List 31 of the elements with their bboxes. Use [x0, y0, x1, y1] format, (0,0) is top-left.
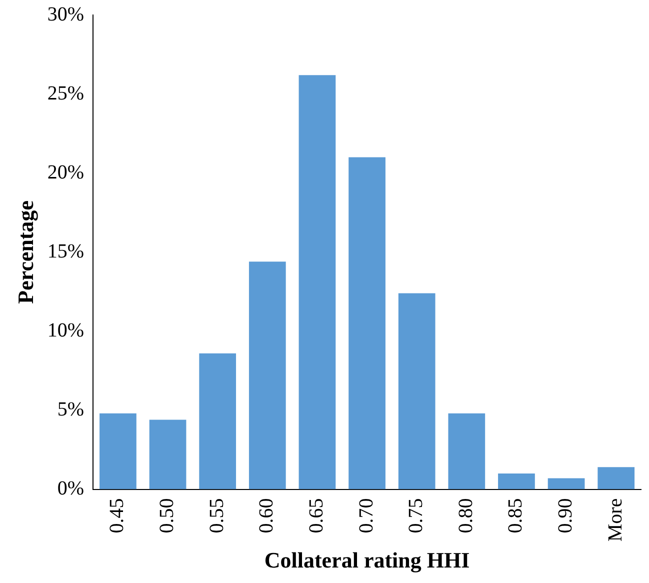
bar: [199, 353, 236, 490]
bar: [298, 75, 336, 490]
bar: [548, 478, 585, 490]
x-tick-label: More: [604, 498, 626, 542]
y-axis-title: Percentage: [12, 200, 38, 304]
x-tick-label: 0.80: [454, 498, 477, 534]
x-tick-label: 0.85: [504, 498, 527, 534]
bar: [498, 473, 535, 490]
bar: [149, 420, 186, 490]
bar: [100, 413, 136, 490]
x-tick-label: 0.50: [156, 498, 178, 534]
x-tick-label: 0.45: [106, 498, 128, 534]
x-tick-label: 0.75: [405, 498, 428, 534]
y-tick-label: 15%: [47, 240, 84, 262]
bar: [598, 467, 635, 490]
y-tick-label: 25%: [47, 82, 84, 104]
x-tick-label: 0.90: [554, 498, 577, 534]
x-tick-label: 0.55: [206, 498, 228, 534]
y-tick-label: 20%: [47, 161, 84, 184]
y-tick-label: 30%: [47, 3, 84, 26]
bar: [398, 293, 436, 490]
y-tick-label: 10%: [47, 319, 84, 342]
y-tick-label: 5%: [57, 398, 84, 420]
bar: [348, 157, 386, 490]
x-tick-label: 0.65: [305, 498, 328, 534]
y-tick-label: 0%: [57, 478, 84, 500]
bar: [248, 262, 286, 490]
x-axis-title: Collateral rating HHI: [264, 547, 470, 572]
x-tick-label: 0.70: [355, 498, 378, 534]
x-tick-label: 0.60: [256, 498, 278, 534]
bar: [448, 413, 486, 490]
